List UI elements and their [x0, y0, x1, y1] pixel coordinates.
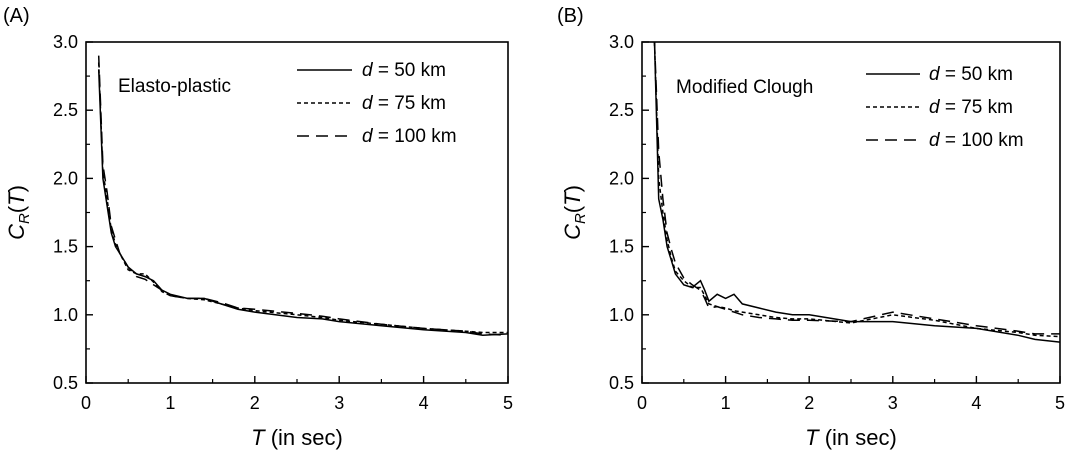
x-tick-label: 1 [721, 393, 731, 413]
series-line-75km [653, 42, 1060, 338]
y-axis-label: CR(T) [4, 185, 33, 240]
x-tick-label: 4 [971, 393, 981, 413]
y-tick-label: 0.5 [609, 373, 634, 393]
y-tick-label: 3.0 [53, 32, 78, 52]
y-tick-label: 2.5 [609, 100, 634, 120]
series-line-50km [97, 69, 508, 337]
model-annotation: Modified Clough [676, 77, 813, 98]
y-tick-label: 1.5 [53, 237, 78, 257]
x-tick-label: 4 [419, 393, 429, 413]
y-tick-label: 0.5 [53, 373, 78, 393]
legend-label: d = 50 km [362, 60, 446, 81]
x-tick-label: 3 [888, 393, 898, 413]
series-line-50km [653, 42, 1060, 343]
x-axis-label: T (in sec) [251, 425, 343, 450]
panel-label-b: (B) [557, 5, 584, 27]
x-tick-label: 1 [165, 393, 175, 413]
y-tick-label: 2.0 [53, 168, 78, 188]
chart-panel-a: (A) 0 1 2 3 4 5 0.5 1.0 1.5 2.0 2.5 3.0 T (in sec) CR(… [3, 5, 513, 450]
x-tick-label: 0 [637, 393, 647, 413]
x-tick-label: 5 [1055, 393, 1065, 413]
legend-label: d = 50 km [929, 64, 1013, 85]
series-line-75km [97, 62, 508, 334]
y-tick-label: 2.0 [609, 168, 634, 188]
model-annotation: Elasto-plastic [118, 76, 231, 97]
legend-label: d = 100 km [362, 126, 457, 147]
panel-label-a: (A) [3, 5, 30, 27]
series-line-100km [97, 55, 508, 337]
series-line-100km [653, 42, 1060, 335]
legend-label: d = 75 km [929, 97, 1013, 118]
y-tick-label: 1.5 [609, 237, 634, 257]
legend-label: d = 100 km [929, 130, 1024, 151]
x-tick-label: 5 [503, 393, 513, 413]
y-tick-label: 1.0 [53, 305, 78, 325]
y-tick-label: 3.0 [609, 32, 634, 52]
y-axis-label: CR(T) [560, 185, 589, 240]
x-tick-label: 3 [334, 393, 344, 413]
chart-panel-b: (B) 0 1 2 3 4 5 0.5 1.0 1.5 2.0 2.5 3.0 T (in sec) CR(… [557, 5, 1065, 450]
y-tick-label: 1.0 [609, 305, 634, 325]
legend-label: d = 75 km [362, 93, 446, 114]
y-tick-label: 2.5 [53, 100, 78, 120]
x-tick-label: 2 [250, 393, 260, 413]
x-tick-label: 2 [804, 393, 814, 413]
x-tick-label: 0 [81, 393, 91, 413]
x-axis-label: T (in sec) [805, 425, 897, 450]
